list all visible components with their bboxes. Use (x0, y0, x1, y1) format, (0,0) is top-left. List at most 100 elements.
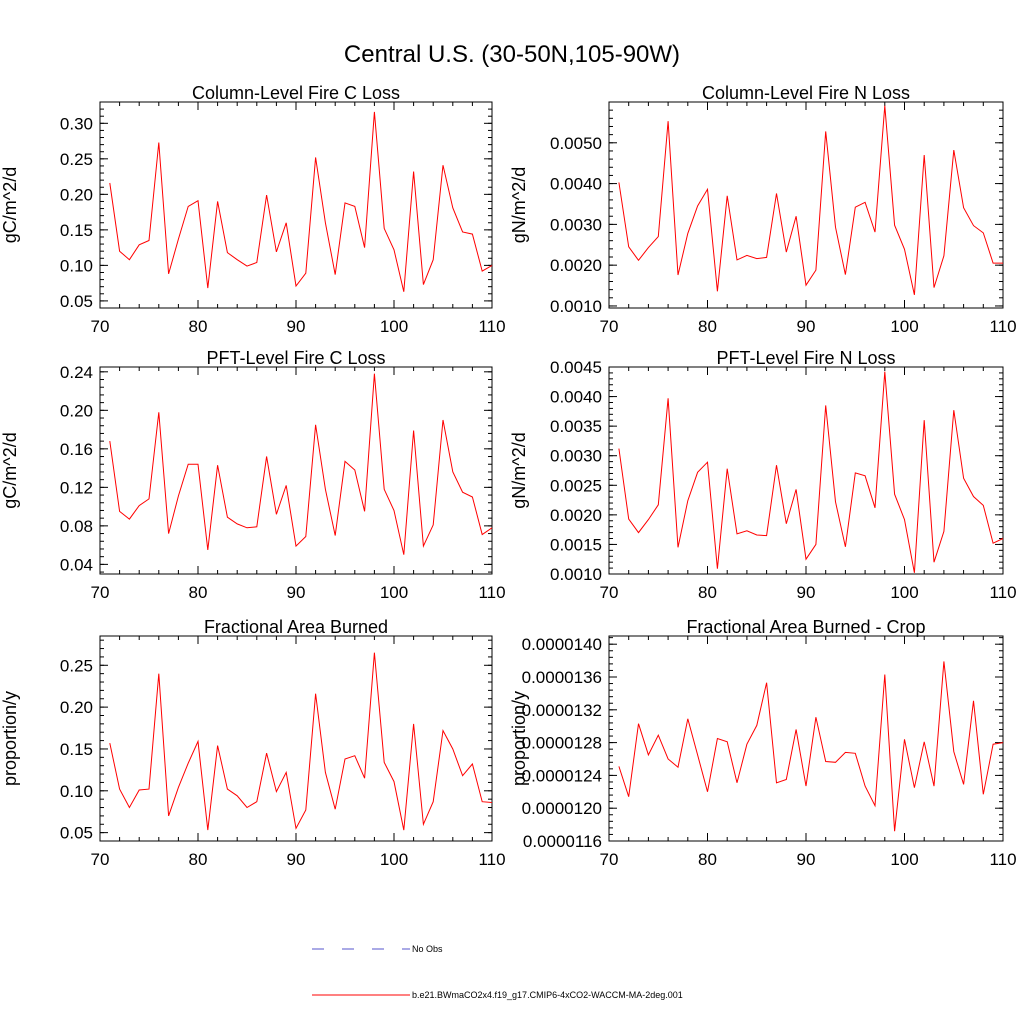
x-tick-label: 110 (478, 317, 505, 336)
x-tick-label: 80 (189, 317, 208, 336)
y-tick-label: 0.15 (60, 740, 93, 759)
y-tick-label: 0.20 (60, 401, 93, 420)
y-tick-label: 0.0050 (550, 134, 602, 153)
x-tick-label: 80 (698, 583, 717, 602)
y-axis-label: gC/m^2/d (0, 432, 20, 508)
x-tick-label: 110 (478, 850, 505, 869)
y-tick-label: 0.0025 (550, 476, 602, 495)
series-line-0 (109, 373, 493, 555)
y-tick-label: 0.0040 (550, 388, 602, 407)
y-tick-label: 0.16 (60, 440, 93, 459)
x-tick-label: 80 (698, 850, 717, 869)
x-tick-label: 70 (600, 583, 619, 602)
y-tick-label: 0.0030 (550, 215, 602, 234)
y-tick-label: 0.10 (60, 256, 93, 275)
y-axis-label: proportion/y (509, 691, 529, 786)
y-axis-label: proportion/y (0, 691, 20, 786)
y-tick-label: 0.0000132 (522, 701, 602, 720)
y-tick-label: 0.20 (60, 698, 93, 717)
x-tick-label: 90 (797, 583, 816, 602)
x-tick-label: 70 (91, 850, 110, 869)
panel-title: PFT-Level Fire C Loss (206, 348, 385, 368)
x-tick-label: 90 (797, 850, 816, 869)
y-tick-label: 0.24 (60, 363, 93, 382)
x-tick-label: 100 (380, 317, 408, 336)
plot-frame (99, 366, 493, 575)
x-tick-label: 70 (91, 583, 110, 602)
x-tick-label: 110 (989, 317, 1016, 336)
legend-obs-label: No Obs (412, 944, 443, 954)
y-axis-label: gN/m^2/d (509, 432, 529, 508)
y-tick-label: 0.05 (60, 292, 93, 311)
x-tick-label: 90 (287, 317, 306, 336)
y-tick-label: 0.12 (60, 478, 93, 497)
panel-title: Fractional Area Burned - Crop (686, 617, 925, 637)
x-tick-label: 80 (189, 850, 208, 869)
chart-panel-col-fire-n: Column-Level Fire N Loss gN/m^2/d 70 80 90 10… (509, 83, 1017, 336)
y-axis-label: gN/m^2/d (509, 167, 529, 243)
legend-model-label: b.e21.BWmaCO2x4.f19_g17.CMIP6-4xCO2-WACC… (412, 990, 683, 1000)
plot-frame (99, 101, 493, 309)
y-tick-label: 0.0020 (550, 256, 602, 275)
chart-panel-col-fire-c: Column-Level Fire C Loss gC/m^2/d 70 80 90 10… (0, 83, 506, 336)
y-tick-label: 0.0010 (550, 565, 602, 584)
series-line-0 (109, 652, 493, 831)
y-tick-label: 0.0035 (550, 417, 602, 436)
x-tick-label: 90 (287, 850, 306, 869)
y-tick-label: 0.08 (60, 517, 93, 536)
y-tick-label: 0.0045 (550, 358, 602, 377)
panel-title: Fractional Area Burned (204, 617, 388, 637)
y-tick-label: 0.0000116 (523, 832, 602, 851)
plot-frame (608, 101, 1004, 309)
y-tick-label: 0.10 (60, 782, 93, 801)
y-tick-label: 0.15 (60, 221, 93, 240)
y-tick-label: 0.0015 (550, 535, 602, 554)
y-tick-label: 0.0000120 (522, 799, 602, 818)
x-tick-label: 70 (600, 317, 619, 336)
x-tick-label: 90 (287, 583, 306, 602)
x-tick-label: 70 (600, 850, 619, 869)
y-tick-label: 0.25 (60, 150, 93, 169)
y-tick-label: 0.0030 (550, 447, 602, 466)
x-tick-label: 110 (989, 583, 1016, 602)
x-tick-label: 80 (189, 583, 208, 602)
y-tick-label: 0.25 (60, 656, 93, 675)
x-tick-label: 100 (890, 850, 918, 869)
panel-title: Column-Level Fire C Loss (192, 83, 400, 103)
x-tick-label: 100 (890, 317, 918, 336)
figure-title: Central U.S. (30-50N,105-90W) (344, 41, 680, 68)
series-line-0 (618, 661, 1004, 832)
y-tick-label: 0.04 (60, 555, 93, 574)
x-tick-label: 100 (380, 583, 408, 602)
x-tick-label: 70 (91, 317, 110, 336)
chart-panel-pft-fire-c: PFT-Level Fire C Loss gC/m^2/d 70 80 90 100 11… (0, 348, 506, 602)
chart-panel-area-burned: Fractional Area Burned proportion/y 70 80 90… (0, 617, 506, 869)
x-tick-label: 100 (890, 583, 918, 602)
y-tick-label: 0.0000136 (522, 668, 602, 687)
x-tick-label: 80 (698, 317, 717, 336)
y-tick-label: 0.05 (60, 824, 93, 843)
panel-title: PFT-Level Fire N Loss (716, 348, 895, 368)
series-line-0 (109, 111, 493, 292)
x-tick-label: 90 (797, 317, 816, 336)
y-tick-label: 0.20 (60, 185, 93, 204)
x-tick-label: 110 (478, 583, 505, 602)
y-tick-label: 0.30 (60, 114, 93, 133)
chart-panel-pft-fire-n: PFT-Level Fire N Loss gN/m^2/d 70 80 90 100 11… (509, 348, 1017, 602)
x-tick-label: 100 (380, 850, 408, 869)
chart-panel-area-burned-crop: Fractional Area Burned - Crop proportion/… (509, 617, 1017, 869)
legend: No Obs b.e21.BWmaCO2x4.f19_g17.CMIP6-4xC… (312, 944, 683, 1000)
y-tick-label: 0.0020 (550, 506, 602, 525)
plot-frame (608, 366, 1004, 575)
series-line-0 (618, 105, 1003, 296)
y-tick-label: 0.0000124 (522, 766, 602, 785)
y-tick-label: 0.0000140 (522, 635, 602, 654)
panel-title: Column-Level Fire N Loss (702, 83, 910, 103)
y-tick-label: 0.0040 (550, 175, 602, 194)
y-tick-label: 0.0010 (550, 297, 602, 316)
panels-group: Column-Level Fire C Loss gC/m^2/d 70 80 90 10… (0, 83, 1017, 869)
series-line-0 (618, 371, 1004, 573)
x-tick-label: 110 (989, 850, 1016, 869)
y-tick-label: 0.0000128 (522, 734, 602, 753)
